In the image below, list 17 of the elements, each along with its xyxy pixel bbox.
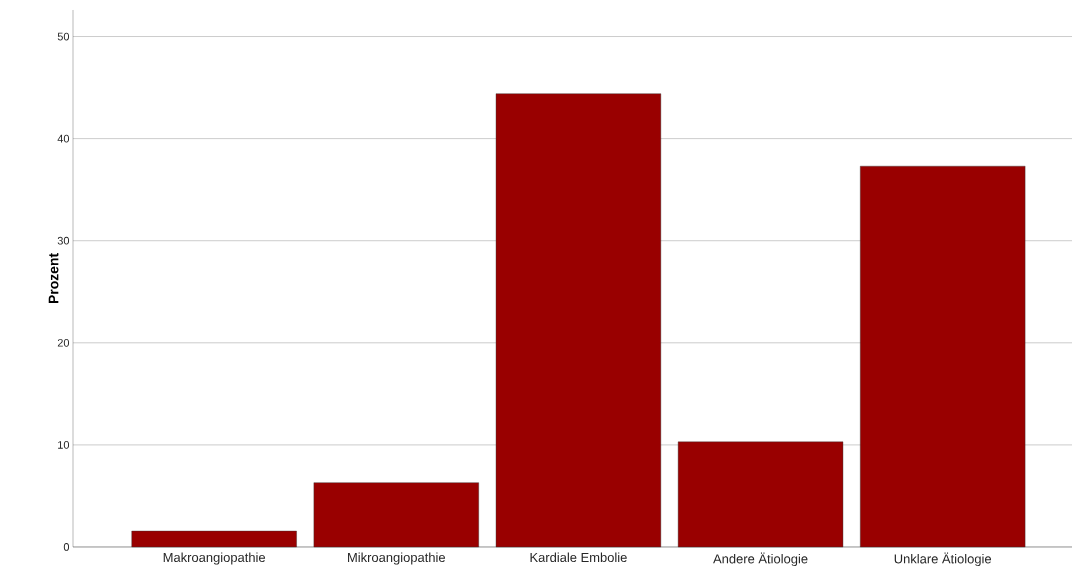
bar <box>495 93 662 548</box>
x-tick-label: Makroangiopathie <box>163 552 266 565</box>
y-tick-label: 40 <box>57 134 70 143</box>
y-axis-title: Prozent <box>48 253 59 304</box>
y-tick-label: 30 <box>57 236 70 245</box>
y-tick-label: 0 <box>63 543 70 551</box>
bar <box>313 482 479 548</box>
x-tick-label: Unklare Ätiologie <box>894 552 992 567</box>
bar <box>860 165 1026 548</box>
y-tick-label: 50 <box>57 32 70 41</box>
y-tick-label: 20 <box>57 338 70 347</box>
x-tick-label: Andere Ätiologie <box>713 552 808 567</box>
y-tick-label: 10 <box>58 441 70 449</box>
x-tick-label: Mikroangiopathie <box>348 552 446 565</box>
bar <box>677 441 844 548</box>
x-tick-label: Kardiale Embolie <box>530 552 627 563</box>
bar <box>131 530 297 548</box>
